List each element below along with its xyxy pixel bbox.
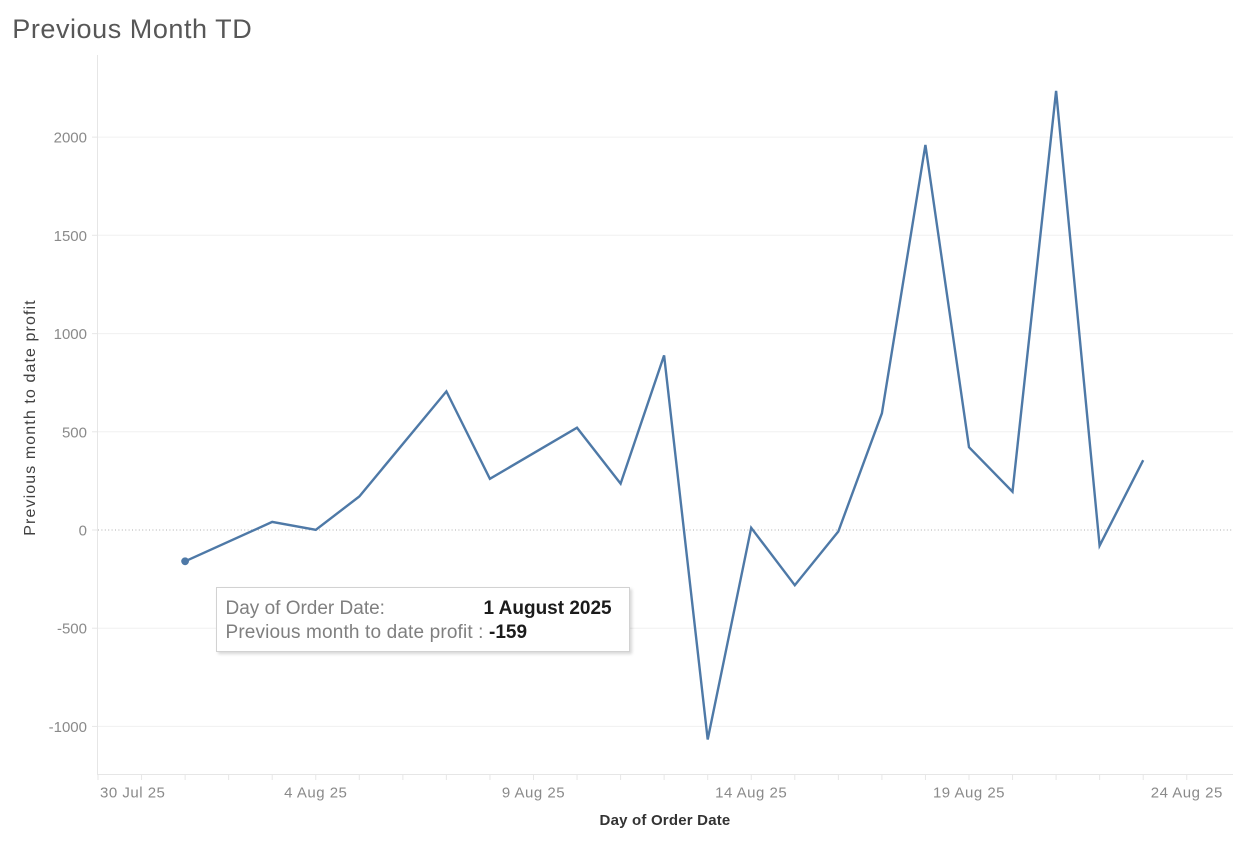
svg-text:14 Aug 25: 14 Aug 25 xyxy=(715,785,787,802)
svg-text:0: 0 xyxy=(79,523,87,540)
svg-text:30 Jul 25: 30 Jul 25 xyxy=(100,785,165,802)
svg-text:-1000: -1000 xyxy=(49,719,87,736)
svg-text:9 Aug 25: 9 Aug 25 xyxy=(502,785,565,802)
svg-text:Day of Order Date: Day of Order Date xyxy=(600,812,731,829)
svg-text:19 Aug 25: 19 Aug 25 xyxy=(933,785,1005,802)
svg-text:2000: 2000 xyxy=(54,130,87,147)
svg-text:Previous month to date profit: Previous month to date profit xyxy=(22,299,39,535)
svg-text:24 Aug 25: 24 Aug 25 xyxy=(1151,785,1223,802)
svg-text:1500: 1500 xyxy=(54,228,87,245)
svg-text:500: 500 xyxy=(62,424,87,441)
svg-text:4 Aug 25: 4 Aug 25 xyxy=(284,785,347,802)
svg-text:-500: -500 xyxy=(57,621,87,638)
svg-text:1000: 1000 xyxy=(54,326,87,343)
